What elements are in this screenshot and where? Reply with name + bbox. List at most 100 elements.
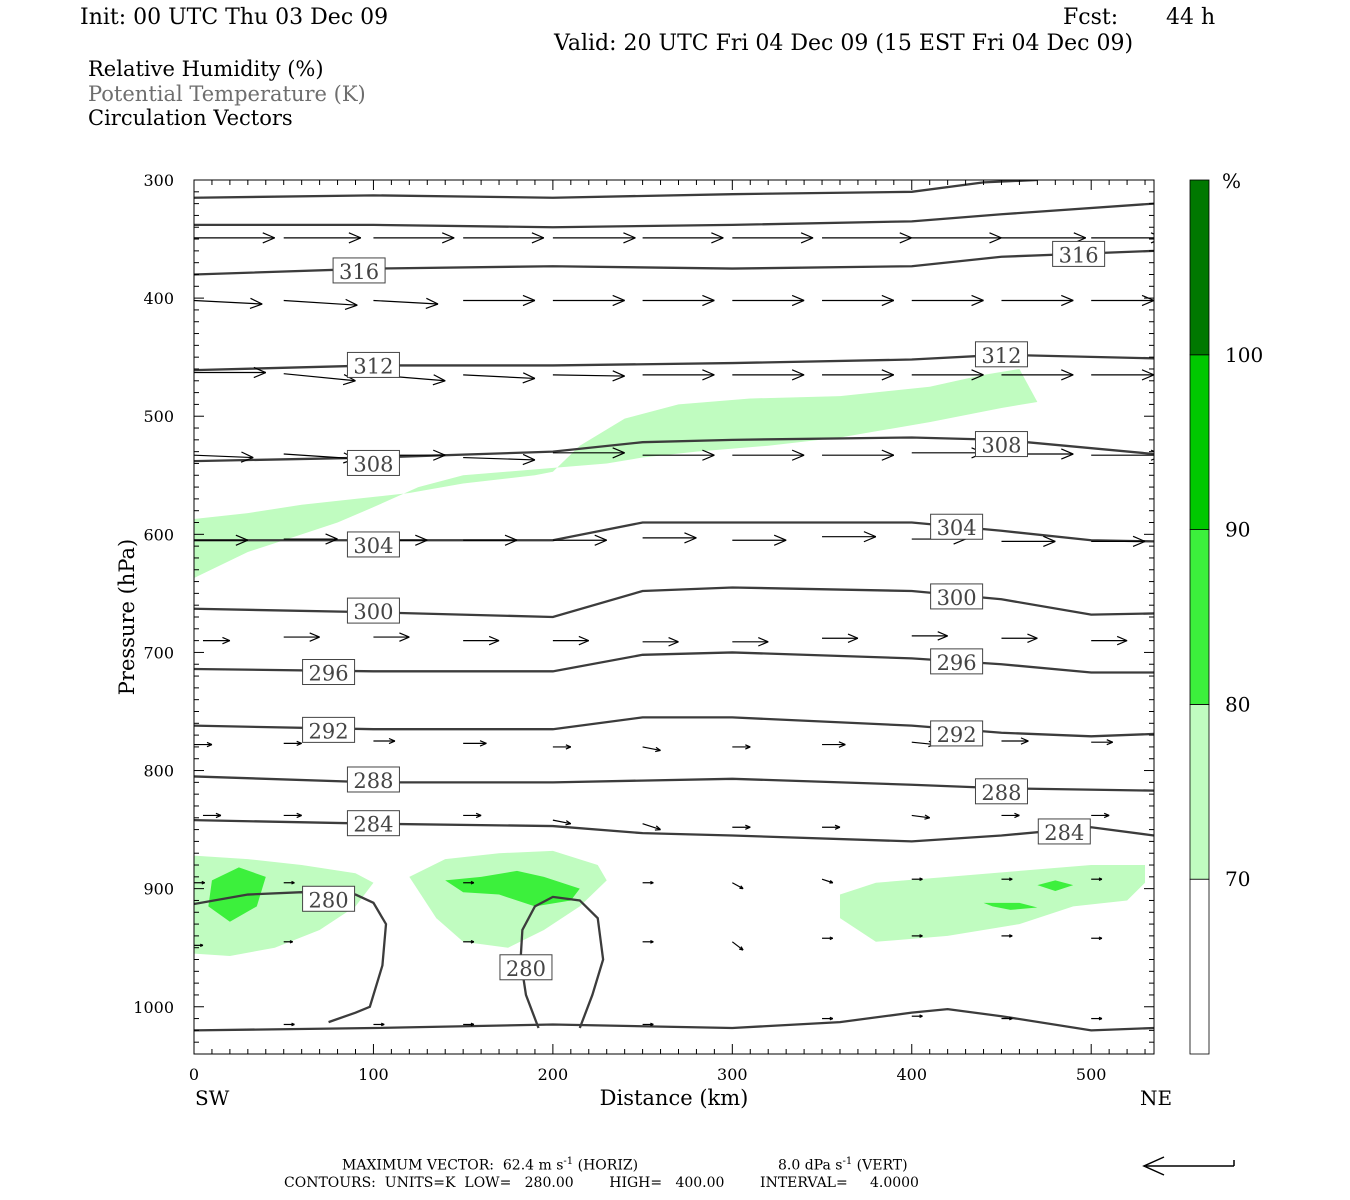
wind-vector-19 — [911, 294, 984, 307]
colorbar-label-90: 90 — [1225, 518, 1250, 542]
rh-region-4 — [208, 867, 266, 922]
theta-contour-280-11 — [194, 891, 388, 1024]
wind-vector-43 — [1091, 449, 1154, 461]
contour-label-304-7: 304 — [930, 513, 984, 540]
x-tick-label-0: 0 — [189, 1065, 199, 1084]
max-vector-note: MAXIMUM VECTOR: 62.4 m s-1 (HORIZ) — [342, 1156, 639, 1174]
svg-text:296: 296 — [309, 662, 349, 686]
wind-vector-63 — [911, 631, 948, 641]
svg-text:284: 284 — [1044, 821, 1084, 845]
vector-field — [194, 232, 1154, 1027]
rh-region-0 — [194, 368, 1038, 579]
reference-vector-arrow — [1142, 1156, 1235, 1176]
wind-vector-78 — [283, 812, 302, 819]
theta-contour-304-5 — [194, 521, 1154, 543]
wind-vector-110 — [822, 1016, 834, 1021]
wind-vector-66 — [194, 741, 213, 748]
wind-vector-56 — [283, 632, 320, 642]
contour-label-316-0: 316 — [332, 257, 386, 284]
contour-label-292-13: 292 — [930, 720, 984, 747]
y-tick-label-500: 500 — [143, 407, 174, 426]
svg-text:300: 300 — [353, 600, 393, 624]
axes: 0 100 200 300 400 500 300 400 500 600 700 800 900 100… — [133, 171, 1154, 1084]
forecast-label: Fcst: — [1063, 5, 1119, 30]
wind-vector-55 — [202, 636, 231, 645]
colorbar: 70 80 90 100% — [1189, 169, 1263, 1055]
wind-vector-16 — [642, 294, 715, 307]
colorbar-label-70: 70 — [1225, 867, 1250, 891]
wind-vector-80 — [463, 812, 482, 819]
wind-vector-31 — [1001, 369, 1074, 381]
x-tick-label-100: 100 — [358, 1065, 389, 1084]
svg-text:312: 312 — [353, 354, 393, 378]
wind-vector-99 — [463, 939, 475, 944]
y-tick-label-300: 300 — [143, 171, 174, 190]
svg-text:280: 280 — [309, 888, 349, 912]
svg-text:296: 296 — [937, 651, 977, 675]
wind-vector-41 — [911, 447, 984, 459]
theta-contour-280-13 — [194, 1007, 1154, 1032]
wind-vector-3 — [463, 232, 545, 244]
wind-vector-58 — [463, 635, 500, 646]
x-tick-label-500: 500 — [1076, 1065, 1107, 1084]
theta-contour-296-7 — [194, 651, 1154, 674]
wind-vector-23 — [283, 373, 356, 386]
ne-label: NE — [1140, 1086, 1172, 1110]
contour-label-308-4: 308 — [346, 449, 400, 476]
colorbar-segment-0 — [1189, 878, 1210, 1055]
colorbar-segment-2 — [1189, 529, 1210, 705]
wind-vector-10 — [1091, 232, 1154, 244]
svg-text:288: 288 — [981, 781, 1021, 805]
wind-vector-106 — [283, 1022, 295, 1027]
wind-vector-17 — [732, 294, 805, 307]
wind-vector-93 — [821, 878, 834, 884]
wind-vector-86 — [1001, 812, 1020, 819]
wind-vector-92 — [732, 882, 744, 890]
valid-time: Valid: 20 UTC Fri 04 Dec 09 (15 EST Fri … — [554, 31, 1134, 56]
svg-text:316: 316 — [339, 260, 379, 284]
contour-label-288-15: 288 — [974, 778, 1028, 805]
wind-vector-89 — [283, 880, 295, 885]
legend-potential-temperature: Potential Temperature (K) — [88, 82, 366, 106]
wind-vector-38 — [642, 449, 715, 461]
contour-label-280-18: 280 — [302, 885, 356, 912]
wind-vector-47 — [463, 534, 518, 546]
svg-text:316: 316 — [1059, 243, 1099, 267]
wind-vector-30 — [911, 369, 984, 381]
contours-info: CONTOURS: UNITS=K LOW= 280.00 HIGH= 400.… — [284, 1175, 919, 1191]
contour-label-284-16: 284 — [346, 810, 400, 837]
wind-vector-44 — [194, 534, 249, 546]
wind-vector-45 — [283, 533, 338, 545]
wind-vector-73 — [822, 741, 846, 748]
colorbar-segment-3 — [1189, 354, 1210, 530]
wind-vector-94 — [911, 877, 923, 882]
wind-vector-103 — [911, 934, 923, 938]
wind-vector-57 — [373, 632, 410, 642]
wind-vector-21 — [1091, 294, 1154, 307]
wind-vector-59 — [552, 635, 590, 646]
wind-vector-11 — [194, 297, 263, 310]
svg-text:284: 284 — [353, 813, 393, 837]
wind-vector-25 — [463, 372, 536, 384]
x-axis-title: Distance (km) — [600, 1086, 749, 1110]
legend-circulation-vectors: Circulation Vectors — [88, 106, 293, 130]
wind-vector-40 — [822, 449, 895, 461]
svg-text:300: 300 — [937, 586, 977, 610]
rh-region-7 — [983, 902, 1038, 910]
max-vertical-vector-note: 8.0 dPa s-1 (VERT) — [778, 1156, 908, 1174]
wind-vector-84 — [822, 824, 841, 830]
legend-relative-humidity: Relative Humidity (%) — [88, 57, 324, 81]
contour-label-312-2: 312 — [346, 351, 400, 378]
wind-vector-20 — [1001, 294, 1074, 307]
wind-vector-22 — [194, 366, 267, 379]
contour-label-292-12: 292 — [302, 716, 356, 743]
colorbar-segment-4 — [1189, 179, 1210, 356]
wind-vector-50 — [732, 534, 787, 546]
wind-vector-107 — [373, 1022, 385, 1027]
wind-vector-108 — [463, 1022, 475, 1027]
wind-vector-83 — [732, 824, 751, 830]
wind-vector-85 — [911, 814, 931, 820]
x-tick-label-200: 200 — [538, 1065, 569, 1084]
wind-vector-100 — [642, 939, 654, 944]
svg-text:304: 304 — [937, 516, 977, 540]
